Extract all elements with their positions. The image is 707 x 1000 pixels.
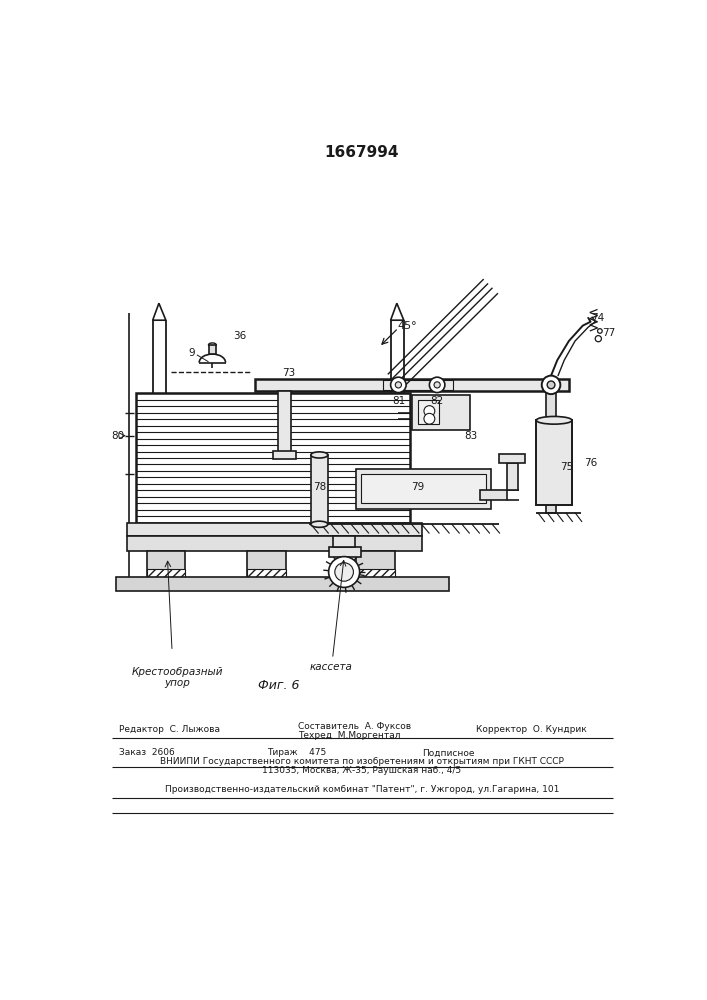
Circle shape	[542, 376, 561, 394]
Bar	[356, 551, 395, 578]
Ellipse shape	[311, 452, 328, 458]
Circle shape	[395, 382, 402, 388]
Text: Производственно-издательский комбинат "Патент", г. Ужгород, ул.Гагарина, 101: Производственно-издательский комбинат "П…	[165, 785, 559, 794]
Bar	[127, 536, 421, 551]
Bar	[273, 451, 296, 459]
Text: 75: 75	[560, 462, 573, 472]
Bar	[480, 490, 507, 500]
Text: 79: 79	[411, 482, 424, 492]
Ellipse shape	[209, 343, 216, 347]
Ellipse shape	[537, 416, 572, 424]
Text: 45°: 45°	[398, 321, 418, 331]
Bar	[279, 391, 291, 454]
Circle shape	[391, 377, 406, 393]
Circle shape	[597, 329, 602, 333]
Text: Составитель  А. Фуксов: Составитель А. Фуксов	[298, 722, 411, 731]
Text: Крестообразный
упор: Крестообразный упор	[132, 667, 223, 688]
Bar	[146, 569, 185, 578]
Text: кассета: кассета	[310, 662, 352, 672]
Bar	[537, 420, 572, 505]
Bar	[247, 569, 286, 578]
Text: 113035, Москва, Ж-35, Раушская наб., 4/5: 113035, Москва, Ж-35, Раушская наб., 4/5	[262, 766, 462, 775]
Text: Заказ  2606: Заказ 2606	[119, 748, 175, 757]
Bar	[146, 551, 185, 578]
Text: 36: 36	[233, 331, 247, 341]
Text: 78: 78	[312, 482, 326, 492]
Text: 81: 81	[392, 396, 405, 406]
Bar	[507, 463, 518, 490]
Bar	[329, 547, 361, 557]
Bar	[333, 536, 355, 547]
Circle shape	[434, 382, 440, 388]
Text: 83: 83	[464, 431, 478, 441]
Text: 9: 9	[188, 348, 194, 358]
Bar	[209, 345, 216, 354]
Text: 73: 73	[281, 368, 295, 378]
Bar	[499, 454, 525, 463]
Text: Техред  М.Моргентал: Техред М.Моргентал	[298, 732, 400, 740]
Bar	[412, 395, 470, 430]
Bar	[247, 551, 286, 578]
Text: 82: 82	[431, 396, 444, 406]
Text: Тираж    475: Тираж 475	[267, 748, 326, 757]
Text: ВНИИПИ Государственного комитета по изобретениям и открытиям при ГКНТ СССР: ВНИИПИ Государственного комитета по изоб…	[160, 757, 564, 766]
Text: 1667994: 1667994	[325, 145, 399, 160]
Circle shape	[329, 557, 360, 587]
Text: Подписное: Подписное	[421, 748, 474, 757]
Bar	[361, 474, 486, 503]
Circle shape	[429, 377, 445, 393]
Circle shape	[595, 336, 602, 342]
Polygon shape	[391, 303, 404, 320]
Ellipse shape	[311, 521, 328, 527]
Bar	[115, 577, 449, 591]
Bar	[127, 523, 421, 536]
Text: 76: 76	[584, 458, 597, 468]
Text: 80: 80	[111, 431, 124, 441]
Text: 74: 74	[591, 313, 604, 323]
Circle shape	[424, 413, 435, 424]
Text: 77: 77	[602, 328, 616, 338]
Bar	[136, 393, 410, 523]
Bar	[356, 469, 491, 509]
Bar	[311, 455, 328, 524]
Bar	[546, 391, 556, 513]
Text: Фиг. 6: Фиг. 6	[257, 679, 299, 692]
Bar	[418, 400, 440, 424]
Circle shape	[424, 406, 435, 416]
Bar	[356, 569, 395, 578]
Text: Редактор  С. Лыжова: Редактор С. Лыжова	[119, 725, 221, 734]
Bar	[255, 379, 569, 391]
Polygon shape	[153, 303, 166, 320]
Circle shape	[335, 563, 354, 581]
Circle shape	[547, 381, 555, 389]
Bar	[383, 380, 452, 389]
Text: Корректор  О. Кундрик: Корректор О. Кундрик	[476, 725, 587, 734]
